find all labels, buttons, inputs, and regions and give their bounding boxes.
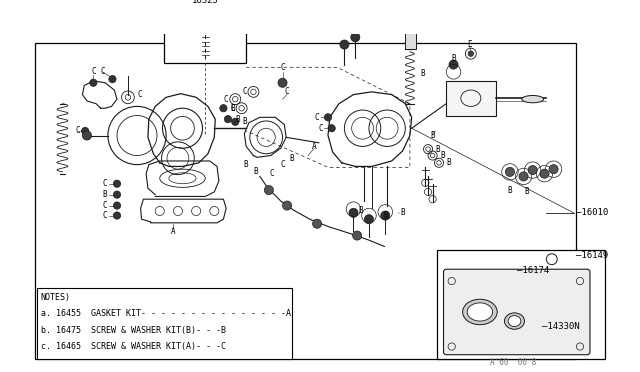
Circle shape: [506, 167, 515, 176]
Circle shape: [540, 169, 549, 178]
Circle shape: [349, 208, 358, 217]
Text: C: C: [224, 94, 228, 104]
Circle shape: [528, 166, 537, 174]
Circle shape: [324, 114, 332, 121]
Text: C: C: [91, 67, 95, 76]
Text: C: C: [315, 113, 319, 122]
Circle shape: [407, 2, 415, 9]
Text: C: C: [319, 124, 323, 133]
Ellipse shape: [508, 315, 521, 327]
Circle shape: [405, 20, 415, 29]
FancyBboxPatch shape: [444, 269, 590, 355]
Circle shape: [278, 78, 287, 87]
Text: B: B: [244, 160, 248, 169]
Circle shape: [549, 165, 558, 174]
Text: C: C: [76, 126, 80, 135]
Bar: [405, 17, 416, 49]
Circle shape: [353, 231, 362, 240]
Text: B: B: [358, 206, 363, 215]
Text: A: A: [171, 227, 176, 235]
Circle shape: [328, 125, 335, 132]
Ellipse shape: [467, 303, 493, 321]
Text: B: B: [435, 145, 440, 154]
Circle shape: [232, 118, 239, 125]
Circle shape: [113, 212, 120, 219]
Text: C: C: [103, 211, 108, 220]
Ellipse shape: [522, 96, 543, 103]
Text: B: B: [524, 187, 529, 196]
Text: B: B: [430, 131, 435, 140]
Text: NOTES): NOTES): [40, 293, 70, 302]
Circle shape: [113, 202, 120, 209]
Text: B: B: [451, 54, 456, 63]
Ellipse shape: [504, 313, 525, 329]
Circle shape: [449, 60, 458, 69]
Bar: [446, 81, 496, 115]
Text: C: C: [230, 104, 235, 113]
Circle shape: [312, 219, 322, 228]
Text: B: B: [401, 208, 405, 217]
Text: B: B: [440, 151, 445, 160]
Text: —16010: —16010: [577, 208, 609, 217]
Circle shape: [381, 211, 390, 220]
Text: B: B: [446, 158, 451, 167]
Text: C: C: [280, 160, 285, 169]
Circle shape: [225, 115, 232, 123]
Circle shape: [519, 172, 528, 181]
Text: C: C: [103, 179, 108, 188]
Ellipse shape: [463, 299, 497, 325]
Text: C: C: [280, 63, 285, 72]
Text: B: B: [103, 190, 108, 199]
Circle shape: [90, 79, 97, 86]
Text: a. 16455  GASKET KIT- - - - - - - - - - - - - - -A: a. 16455 GASKET KIT- - - - - - - - - - -…: [40, 309, 291, 318]
Text: B: B: [508, 186, 512, 195]
Text: 16325: 16325: [192, 0, 219, 4]
Circle shape: [113, 180, 120, 187]
Circle shape: [109, 76, 116, 83]
Text: B: B: [236, 115, 240, 124]
Text: B: B: [289, 154, 294, 163]
Text: b. 16475  SCREW & WASHER KIT(B)- - -B: b. 16475 SCREW & WASHER KIT(B)- - -B: [40, 326, 225, 334]
Circle shape: [220, 105, 227, 112]
Circle shape: [83, 131, 92, 140]
Circle shape: [351, 33, 360, 42]
Text: —16174: —16174: [517, 266, 550, 275]
Bar: [37, 288, 292, 359]
Circle shape: [468, 51, 474, 57]
Text: C: C: [103, 201, 108, 210]
Circle shape: [282, 201, 292, 210]
Circle shape: [113, 191, 120, 198]
Text: C: C: [285, 87, 289, 96]
Text: B: B: [253, 167, 257, 176]
Bar: [437, 250, 605, 359]
Text: —16149: —16149: [577, 251, 609, 260]
Circle shape: [364, 215, 374, 224]
Bar: [164, 6, 246, 63]
Text: E: E: [468, 40, 472, 49]
Text: C: C: [242, 87, 246, 96]
Text: C: C: [100, 67, 105, 76]
Text: —14330N: —14330N: [542, 322, 579, 331]
Text: A: A: [312, 142, 317, 151]
Circle shape: [340, 40, 349, 49]
Text: B: B: [420, 69, 426, 78]
Text: B: B: [383, 211, 388, 220]
Circle shape: [264, 186, 273, 195]
Text: B: B: [230, 104, 236, 113]
Text: C: C: [269, 169, 274, 178]
Text: C: C: [137, 90, 141, 99]
Circle shape: [81, 127, 89, 135]
Text: B: B: [243, 118, 247, 126]
Text: c. 16465  SCREW & WASHER KIT(A)- - -C: c. 16465 SCREW & WASHER KIT(A)- - -C: [40, 342, 225, 351]
Text: A'60  00'8: A'60 00'8: [490, 357, 536, 366]
